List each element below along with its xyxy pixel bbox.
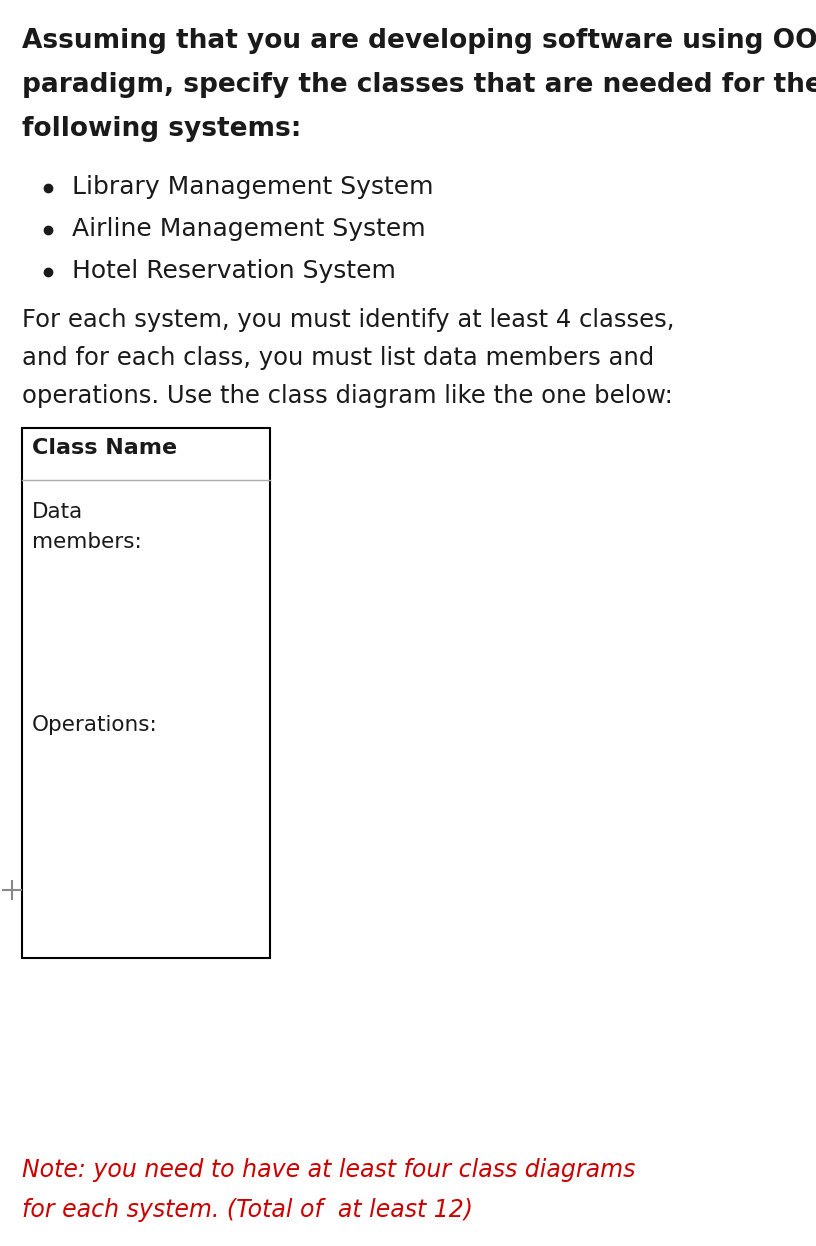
- Text: Data: Data: [32, 502, 83, 522]
- Text: Operations:: Operations:: [32, 715, 157, 735]
- Text: and for each class, you must list data members and: and for each class, you must list data m…: [22, 346, 654, 370]
- Text: for each system. (Total of  at least 12): for each system. (Total of at least 12): [22, 1197, 473, 1222]
- Text: operations. Use the class diagram like the one below:: operations. Use the class diagram like t…: [22, 384, 673, 407]
- Text: Hotel Reservation System: Hotel Reservation System: [72, 259, 396, 283]
- Text: Note: you need to have at least four class diagrams: Note: you need to have at least four cla…: [22, 1158, 636, 1182]
- Text: paradigm, specify the classes that are needed for the: paradigm, specify the classes that are n…: [22, 72, 816, 98]
- Bar: [22, 427, 270, 958]
- Text: following systems:: following systems:: [22, 116, 301, 142]
- Text: Airline Management System: Airline Management System: [72, 217, 426, 240]
- Text: Library Management System: Library Management System: [72, 174, 433, 199]
- Text: Assuming that you are developing software using OOP: Assuming that you are developing softwar…: [22, 27, 816, 54]
- Text: Class Name: Class Name: [32, 439, 177, 459]
- Text: members:: members:: [32, 532, 142, 552]
- Text: For each system, you must identify at least 4 classes,: For each system, you must identify at le…: [22, 308, 675, 331]
